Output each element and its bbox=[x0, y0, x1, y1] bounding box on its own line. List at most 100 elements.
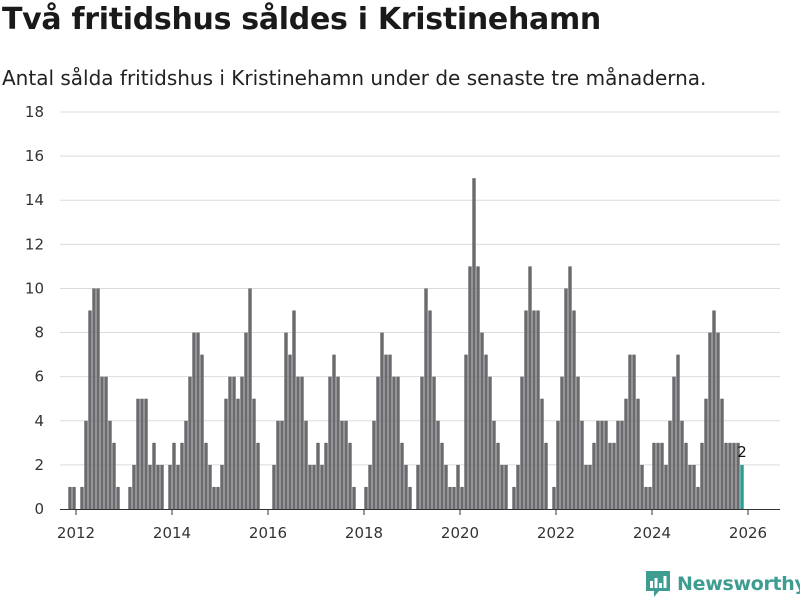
bar bbox=[172, 442, 176, 509]
bar bbox=[636, 398, 640, 509]
bar bbox=[148, 464, 152, 509]
bar bbox=[532, 310, 536, 509]
y-tick-label: 4 bbox=[34, 412, 44, 430]
x-tick-label: 2026 bbox=[729, 524, 767, 542]
bar bbox=[192, 332, 196, 509]
bar bbox=[300, 376, 304, 509]
bar bbox=[136, 398, 140, 509]
bar bbox=[132, 464, 136, 509]
brand-name: Newsworthy bbox=[677, 573, 800, 595]
x-tick-label: 2012 bbox=[57, 524, 95, 542]
bar bbox=[456, 464, 460, 509]
bar bbox=[184, 420, 188, 509]
bar bbox=[556, 420, 560, 509]
bar bbox=[296, 376, 300, 509]
bar bbox=[612, 442, 616, 509]
bar bbox=[424, 288, 428, 509]
bar bbox=[576, 376, 580, 509]
chart-title: Två fritidshus såldes i Kristinehamn bbox=[2, 2, 601, 37]
bar bbox=[144, 398, 148, 509]
labels: 0 2 4 6 8 10 12 14 16 18 2012 2014 2016 2018 2020 2022 2… bbox=[25, 103, 767, 542]
bar bbox=[320, 464, 324, 509]
bar bbox=[596, 420, 600, 509]
bar bbox=[224, 398, 228, 509]
bars bbox=[68, 178, 744, 509]
bar bbox=[408, 486, 412, 509]
bar bbox=[416, 464, 420, 509]
bar bbox=[640, 464, 644, 509]
bar bbox=[284, 332, 288, 509]
bar bbox=[216, 486, 220, 509]
y-tick-label: 14 bbox=[25, 191, 44, 209]
latest-value-label: 2 bbox=[737, 443, 747, 461]
bar bbox=[308, 464, 312, 509]
bar bbox=[380, 332, 384, 509]
bar bbox=[632, 354, 636, 509]
newsworthy-brand: Newsworthy bbox=[645, 568, 800, 600]
bar bbox=[316, 442, 320, 509]
bar bbox=[724, 442, 728, 509]
bar bbox=[588, 464, 592, 509]
bar bbox=[256, 442, 260, 509]
bar bbox=[112, 442, 116, 509]
bar bbox=[432, 376, 436, 509]
bar bbox=[504, 464, 508, 509]
bar bbox=[340, 420, 344, 509]
bar bbox=[584, 464, 588, 509]
bar bbox=[668, 420, 672, 509]
bar bbox=[368, 464, 372, 509]
bar bbox=[292, 310, 296, 509]
bar bbox=[140, 398, 144, 509]
x-tick-label: 2014 bbox=[153, 524, 191, 542]
bar bbox=[700, 442, 704, 509]
y-tick-label: 12 bbox=[25, 235, 44, 253]
bar bbox=[604, 420, 608, 509]
bar bbox=[680, 420, 684, 509]
bar bbox=[580, 420, 584, 509]
y-tick-label: 16 bbox=[25, 147, 44, 165]
bar bbox=[288, 354, 292, 509]
bar bbox=[272, 464, 276, 509]
bar bbox=[488, 376, 492, 509]
bar bbox=[452, 486, 456, 509]
bar bbox=[304, 420, 308, 509]
grid-lines bbox=[60, 111, 780, 466]
bar bbox=[80, 486, 84, 509]
bar bbox=[212, 486, 216, 509]
bar bbox=[344, 420, 348, 509]
bar bbox=[512, 486, 516, 509]
bar bbox=[332, 354, 336, 509]
bar bbox=[200, 354, 204, 509]
bar bbox=[160, 464, 164, 509]
bar bbox=[228, 376, 232, 509]
bar bbox=[240, 376, 244, 509]
bar bbox=[188, 376, 192, 509]
bar bbox=[252, 398, 256, 509]
bar bbox=[712, 310, 716, 509]
bar bbox=[560, 376, 564, 509]
y-tick-label: 6 bbox=[34, 368, 44, 386]
bar bbox=[732, 442, 736, 509]
bar bbox=[656, 442, 660, 509]
bar bbox=[448, 486, 452, 509]
bar bbox=[276, 420, 280, 509]
bar bbox=[496, 442, 500, 509]
bar bbox=[204, 442, 208, 509]
bar bbox=[736, 442, 740, 509]
bar bbox=[436, 420, 440, 509]
y-tick-label: 2 bbox=[34, 456, 44, 474]
bar bbox=[168, 464, 172, 509]
bar bbox=[460, 486, 464, 509]
bar bbox=[484, 354, 488, 509]
bar bbox=[180, 442, 184, 509]
bar bbox=[352, 486, 356, 509]
bar bbox=[528, 266, 532, 509]
bar bbox=[644, 486, 648, 509]
bar bbox=[716, 332, 720, 509]
bar bbox=[480, 332, 484, 509]
bar bbox=[428, 310, 432, 509]
bar bbox=[536, 310, 540, 509]
chart-subtitle: Antal sålda fritidshus i Kristinehamn un… bbox=[2, 66, 707, 90]
bar bbox=[492, 420, 496, 509]
bar bbox=[324, 442, 328, 509]
